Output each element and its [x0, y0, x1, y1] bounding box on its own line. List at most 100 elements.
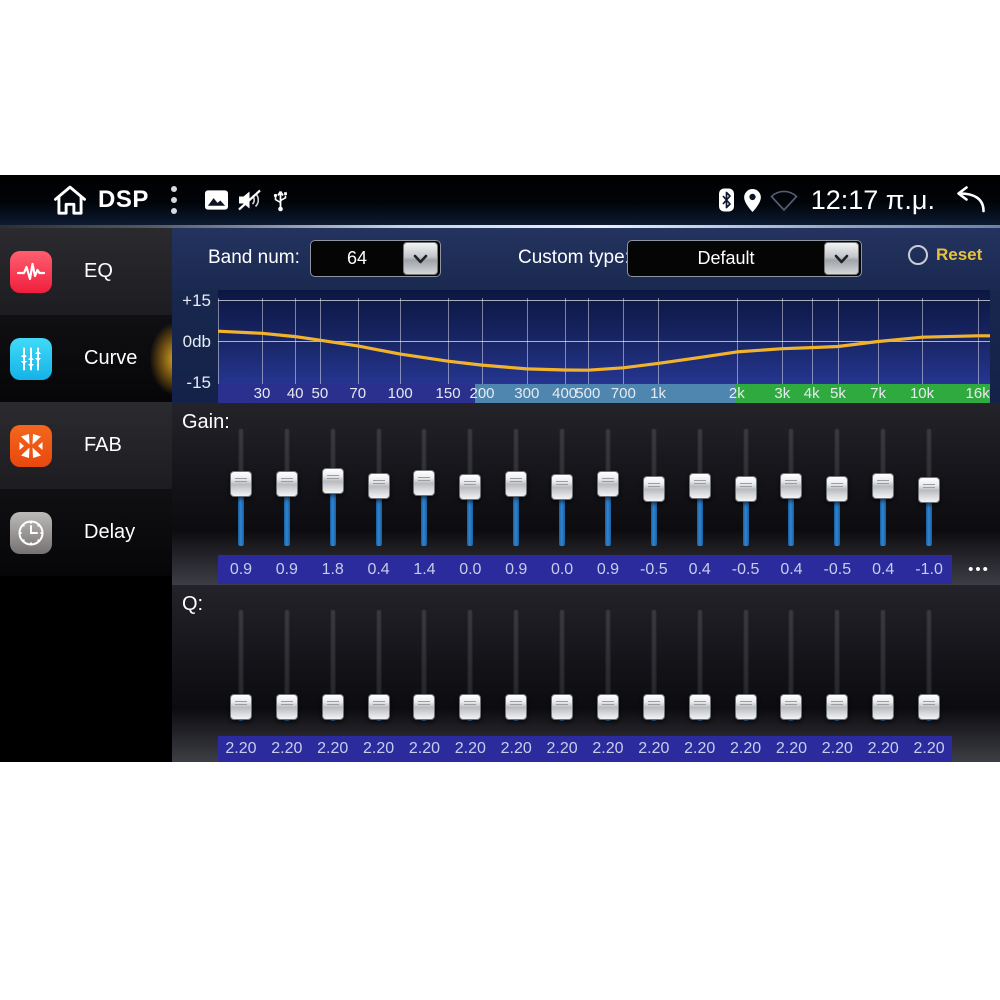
gain-slider[interactable]: [585, 428, 631, 546]
slider-thumb[interactable]: [688, 694, 711, 720]
gain-slider[interactable]: [447, 428, 493, 546]
q-slider[interactable]: [310, 609, 356, 721]
slider-thumb[interactable]: [275, 694, 298, 720]
more-button[interactable]: •••: [968, 561, 990, 578]
gain-slider[interactable]: [677, 428, 723, 546]
gain-slider[interactable]: [723, 428, 769, 546]
y-label-plus15: +15: [182, 291, 211, 310]
gain-slider[interactable]: [631, 428, 677, 546]
slider-track: [421, 609, 428, 721]
slider-thumb[interactable]: [275, 471, 298, 497]
graph-y-axis: +15 0db -15: [172, 290, 218, 403]
slider-thumb[interactable]: [918, 477, 941, 503]
slider-thumb[interactable]: [734, 694, 757, 720]
slider-thumb[interactable]: [826, 694, 849, 720]
q-value: 2.20: [729, 740, 762, 757]
slider-thumb[interactable]: [505, 694, 528, 720]
reset-control[interactable]: Reset: [908, 245, 982, 265]
custom-type-dropdown[interactable]: Default: [627, 240, 862, 277]
frequency-zone: [218, 384, 476, 403]
q-slider[interactable]: [402, 609, 448, 721]
slider-thumb[interactable]: [596, 471, 619, 497]
q-slider[interactable]: [723, 609, 769, 721]
q-value: 2.20: [913, 740, 945, 757]
gridline: [977, 298, 979, 384]
slider-thumb[interactable]: [688, 473, 711, 499]
frequency-tick-label: 3k: [774, 385, 791, 402]
slider-track: [742, 609, 749, 721]
q-slider[interactable]: [356, 609, 402, 721]
q-slider[interactable]: [631, 609, 677, 721]
slider-fill: [650, 490, 657, 546]
slider-track: [788, 609, 795, 721]
slider-thumb[interactable]: [551, 694, 574, 720]
q-value: 2.20: [867, 740, 899, 757]
q-slider[interactable]: [218, 609, 264, 721]
q-slider[interactable]: [814, 609, 860, 721]
q-value: 2.20: [638, 740, 670, 757]
back-icon[interactable]: [950, 185, 988, 215]
slider-thumb[interactable]: [413, 470, 436, 496]
home-icon[interactable]: [52, 184, 88, 216]
sidebar-item-delay[interactable]: Delay: [0, 489, 172, 576]
gain-slider[interactable]: [814, 428, 860, 546]
q-slider[interactable]: [539, 609, 585, 721]
slider-thumb[interactable]: [826, 476, 849, 502]
slider-thumb[interactable]: [872, 694, 895, 720]
kebab-menu-icon[interactable]: [167, 182, 181, 218]
frequency-tick-label: 4k: [803, 385, 820, 402]
gain-slider[interactable]: [493, 428, 539, 546]
slider-thumb[interactable]: [229, 471, 252, 497]
q-slider[interactable]: [860, 609, 906, 721]
eq-plot[interactable]: 30 40 50 70 100 150 200 300 400 500 700 1k 2k 3k 4k 5k 7…: [218, 290, 990, 403]
q-slider[interactable]: [493, 609, 539, 721]
sidebar-item-fab[interactable]: FAB: [0, 402, 172, 489]
slider-thumb[interactable]: [321, 694, 344, 720]
fab-arrows-icon: [10, 424, 52, 467]
slider-thumb[interactable]: [367, 694, 390, 720]
chevron-down-icon[interactable]: [403, 242, 438, 275]
slider-fill: [283, 485, 290, 546]
slider-thumb[interactable]: [505, 471, 528, 497]
reset-radio[interactable]: [908, 245, 928, 265]
gain-slider[interactable]: [769, 428, 815, 546]
gain-section: Gain: 0.9 0.9 1.8 0.4 1.4 0.0 0.9 0.0 0.9 -0.5 0.4…: [172, 403, 1000, 585]
gain-slider[interactable]: [310, 428, 356, 546]
gain-slider[interactable]: [539, 428, 585, 546]
slider-thumb[interactable]: [321, 468, 344, 494]
slider-thumb[interactable]: [642, 694, 665, 720]
q-slider[interactable]: [906, 609, 952, 721]
band-num-dropdown[interactable]: 64: [310, 240, 441, 277]
gain-slider[interactable]: [356, 428, 402, 546]
slider-fill: [696, 487, 703, 546]
slider-thumb[interactable]: [918, 694, 941, 720]
slider-thumb[interactable]: [734, 476, 757, 502]
delay-clock-icon: [10, 511, 52, 554]
sidebar-item-curve[interactable]: Curve: [0, 315, 176, 402]
slider-thumb[interactable]: [551, 474, 574, 500]
slider-thumb[interactable]: [596, 694, 619, 720]
gain-slider[interactable]: [906, 428, 952, 546]
gain-slider[interactable]: [402, 428, 448, 546]
slider-thumb[interactable]: [367, 473, 390, 499]
slider-thumb[interactable]: [872, 473, 895, 499]
slider-thumb[interactable]: [780, 694, 803, 720]
q-slider[interactable]: [447, 609, 493, 721]
gain-slider[interactable]: [264, 428, 310, 546]
q-slider[interactable]: [264, 609, 310, 721]
slider-thumb[interactable]: [413, 694, 436, 720]
chevron-down-icon[interactable]: [824, 242, 859, 275]
q-slider[interactable]: [677, 609, 723, 721]
gain-slider[interactable]: [218, 428, 264, 546]
gain-slider[interactable]: [860, 428, 906, 546]
slider-thumb[interactable]: [780, 473, 803, 499]
slider-thumb[interactable]: [229, 694, 252, 720]
q-slider[interactable]: [769, 609, 815, 721]
slider-thumb[interactable]: [642, 476, 665, 502]
gridline: [736, 298, 738, 384]
sidebar-item-eq[interactable]: EQ: [0, 228, 172, 315]
slider-thumb[interactable]: [459, 474, 482, 500]
q-slider[interactable]: [585, 609, 631, 721]
slider-thumb[interactable]: [459, 694, 482, 720]
